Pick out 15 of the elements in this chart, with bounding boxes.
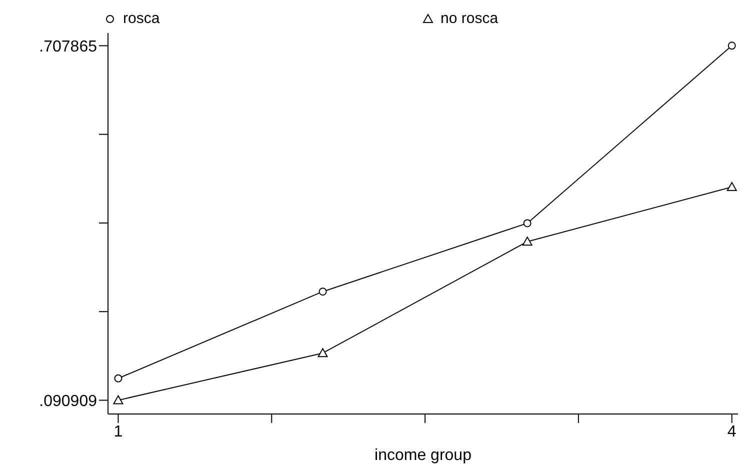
point bbox=[726, 182, 737, 192]
point bbox=[114, 374, 122, 382]
point bbox=[523, 219, 532, 228]
y-tick-label: .707865 bbox=[39, 38, 98, 56]
legend-label: rosca bbox=[123, 10, 160, 27]
y-tick-label: .090909 bbox=[39, 392, 98, 410]
point bbox=[113, 395, 124, 404]
point bbox=[728, 42, 736, 50]
x-tick-label: 1 bbox=[114, 423, 123, 440]
legend-label: no rosca bbox=[440, 10, 498, 27]
x-tick-label: 4 bbox=[727, 423, 736, 440]
point bbox=[318, 348, 328, 358]
point bbox=[522, 236, 532, 246]
x-axis-title: income group bbox=[374, 447, 472, 464]
point bbox=[318, 288, 327, 296]
